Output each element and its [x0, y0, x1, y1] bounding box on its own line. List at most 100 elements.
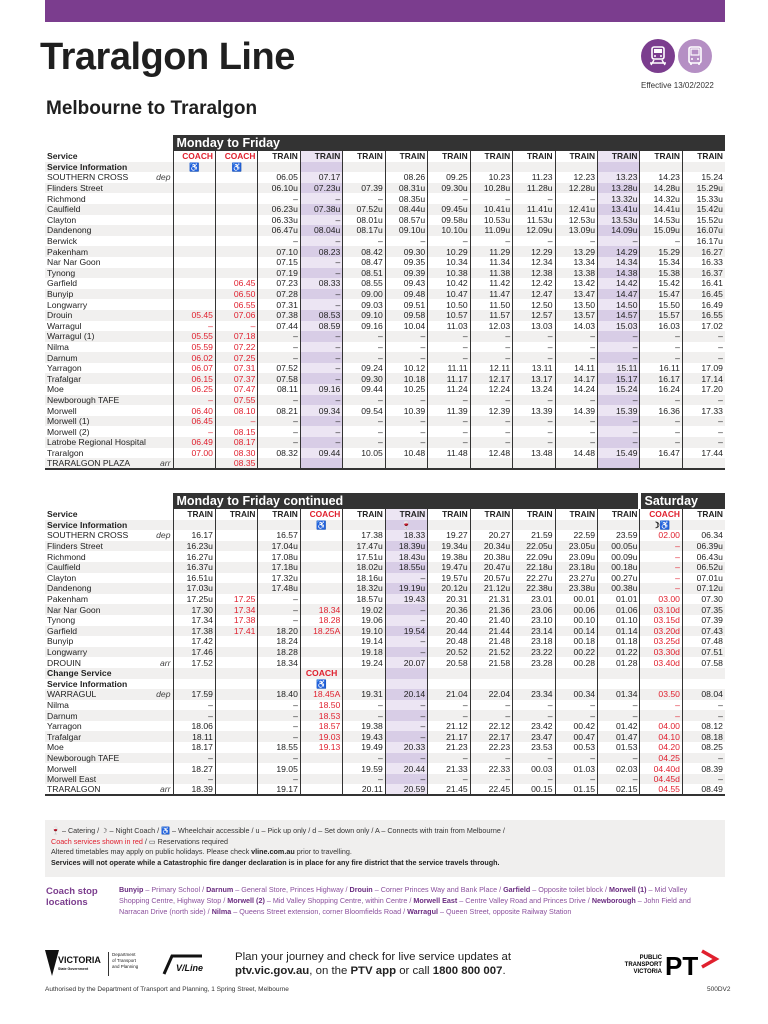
time-cell: –: [257, 394, 301, 406]
coach-stop-location: Centre Valley Road and Princes Drive: [465, 896, 586, 905]
time-cell: 06.07: [172, 362, 216, 374]
ptv-website-link[interactable]: ptv.vic.gov.au: [235, 965, 310, 977]
service-info-icon: [342, 161, 386, 173]
time-cell: –: [342, 752, 386, 764]
time-cell: 08.17: [214, 437, 258, 448]
stop-row: SOUTHERN CROSS dep 06.05 07.17 08.26 09.25 10.…: [45, 172, 725, 183]
stop-name: Yarragon: [47, 363, 82, 374]
stop-name: Change Service: [45, 667, 173, 679]
time-cell: –: [597, 341, 640, 353]
time-cell: [172, 458, 216, 471]
coach-stop-list: Bunyip – Primary School / Darnum – Gener…: [119, 885, 691, 916]
time-cell: 08.51: [342, 267, 386, 279]
time-cell: –: [639, 551, 683, 562]
timetable-monday-friday-continued-saturday: Monday to Friday continued Saturday Servic…: [45, 493, 725, 797]
time-cell: [172, 225, 216, 236]
service-info-icon: [681, 519, 725, 531]
service-info-icon: [512, 519, 556, 531]
time-cell: 14.34: [597, 256, 640, 268]
time-cell: 22.12: [469, 720, 513, 732]
stop-name: Warragul (1): [45, 331, 173, 342]
time-cell: 23.01: [512, 593, 556, 605]
time-cell: 20.44: [427, 625, 471, 637]
time-cell: –: [512, 699, 556, 711]
time-cell: 21.45: [427, 784, 471, 797]
stop-row: Longwarry 06.55 07.31–09.03 09.51 10.50 11.50…: [45, 299, 725, 310]
time-cell: 00.34: [554, 689, 598, 700]
time-cell: –: [512, 341, 556, 353]
time-cell: 22.33: [469, 763, 513, 774]
time-cell: 10.12: [384, 362, 428, 374]
time-cell: 20.07: [384, 657, 428, 668]
time-cell: 20.12u: [427, 583, 471, 594]
time-cell: –: [384, 341, 428, 353]
dep-arr-label: dep: [156, 530, 171, 541]
stop-row: Latrobe Regional Hospital 06.49 08.17– – – – –…: [45, 437, 725, 448]
time-cell: 09.44: [342, 384, 386, 395]
ptv-phone-number[interactable]: 1800 800 007: [432, 965, 503, 977]
time-cell: 10.28u: [469, 182, 513, 194]
time-cell: 17.52: [172, 657, 216, 668]
stop-name: Tynong: [45, 267, 173, 279]
time-cell: 10.34: [427, 256, 471, 268]
stop-name: Drouin: [45, 309, 173, 321]
time-cell: 07.30: [681, 593, 725, 605]
stop-row: Nar Nar Goon 07.15–08.47 09.35 10.34 11.34 12…: [45, 256, 725, 268]
time-cell: 17.14: [681, 373, 725, 385]
stop-name: Flinders Street: [45, 182, 173, 194]
service-type-train: TRAIN: [299, 151, 343, 162]
time-cell: 13.57: [554, 309, 598, 321]
time-cell: 10.42: [427, 278, 471, 289]
time-cell: [299, 540, 343, 552]
time-cell: 02.03: [597, 763, 640, 774]
time-cell: [172, 235, 216, 247]
time-cell: 08.57u: [384, 214, 428, 226]
time-cell: 15.03: [597, 320, 640, 332]
service-type-train: TRAIN: [681, 509, 725, 520]
time-cell: [214, 172, 258, 183]
time-cell: 11.47: [469, 288, 513, 300]
stop-name: Nilma: [47, 699, 69, 710]
stop-row: Traralgon 07.00 08.30 08.32 09.44 10.05 10.48 1…: [45, 447, 725, 459]
time-cell: 02.00: [639, 530, 683, 541]
vline-link[interactable]: vline.com.au: [251, 847, 295, 857]
time-cell: [214, 193, 258, 204]
time-cell: [554, 667, 598, 679]
time-cell: 13.03: [512, 320, 556, 332]
time-cell: –: [554, 193, 598, 204]
time-cell: 09.44: [299, 447, 343, 459]
time-cell: 11.09u: [469, 225, 513, 236]
time-cell: 17.59: [172, 689, 216, 700]
time-cell: 20.27: [469, 530, 513, 541]
time-cell: –: [427, 352, 471, 363]
coach-stop-location: Mid Valley Shopping Centre, Highway Stop: [119, 885, 688, 905]
time-cell: 09.10: [342, 309, 386, 321]
time-cell: 00.18: [554, 636, 598, 647]
time-cell: 19.38: [342, 720, 386, 732]
stop-row: Morwell East – – – – – – – – –04.45d –: [45, 773, 725, 785]
time-cell: 13.41u: [597, 203, 640, 215]
time-cell: –: [172, 320, 216, 332]
stop-name: Flinders Street: [45, 540, 173, 552]
stop-row: Caulfield 06.23u 07.38u 07.52u 08.44u 09.45u 1…: [45, 203, 725, 215]
time-cell: –: [554, 341, 598, 353]
time-cell: –: [554, 235, 598, 247]
coach-stop-name: Morwell East: [413, 896, 458, 905]
time-cell: 21.40: [469, 614, 513, 626]
time-cell: 12.50: [512, 299, 556, 310]
time-cell: 12.42: [512, 278, 556, 289]
stop-name: SOUTHERN CROSS dep: [47, 172, 171, 183]
time-cell: 14.17: [554, 373, 598, 385]
time-cell: 13.39: [512, 405, 556, 416]
time-cell: 18.16u: [342, 572, 386, 584]
time-cell: 00.01: [554, 593, 598, 605]
ptv-app-link[interactable]: PTV app: [350, 965, 397, 977]
time-cell: 16.11: [639, 362, 683, 374]
service-type-train: TRAIN: [512, 509, 556, 520]
time-cell: [342, 678, 386, 690]
time-cell: 15.50: [639, 299, 683, 310]
time-cell: 17.25: [214, 593, 258, 605]
time-cell: 08.35: [214, 458, 258, 471]
time-cell: 10.04: [384, 320, 428, 332]
time-cell: –: [639, 331, 683, 342]
